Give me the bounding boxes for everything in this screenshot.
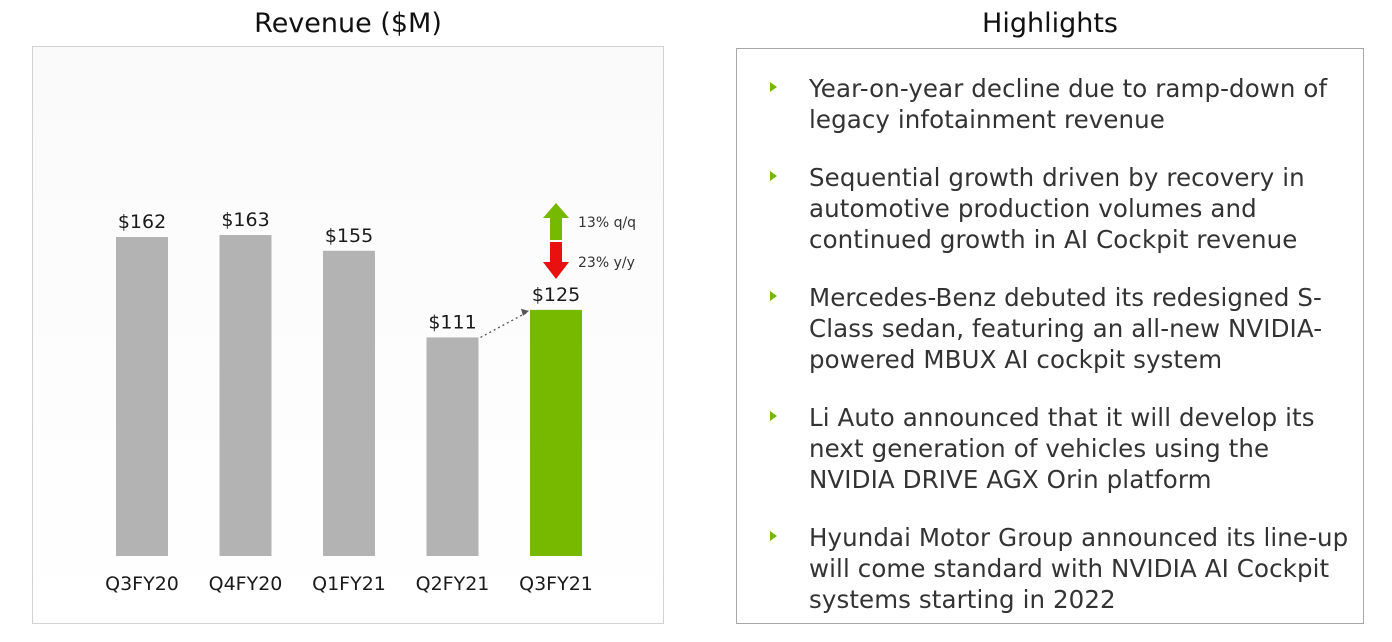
bar-q3fy21: [530, 309, 582, 556]
revenue-bar-chart: $162 Q3FY20 $163 Q4FY20 $155 Q1FY21 $111 Q2FY21…: [105, 203, 636, 595]
bar-q1fy21: [323, 250, 375, 557]
highlight-item: Hyundai Motor Group announced its line-u…: [737, 522, 1363, 615]
up-arrow-icon: [543, 203, 569, 240]
highlights-panel: Year-on-year decline due to ramp-down of…: [736, 48, 1364, 624]
category-label: Q3FY21: [519, 573, 593, 595]
revenue-chart-panel: $162 Q3FY20 $163 Q4FY20 $155 Q1FY21 $111 Q2FY21…: [32, 46, 664, 624]
bullet-arrow-icon: [770, 531, 777, 541]
bar-value-label: $125: [532, 284, 580, 306]
highlight-item: Li Auto announced that it will develop i…: [737, 402, 1363, 495]
category-label: Q1FY21: [312, 573, 386, 595]
bar-q3fy20: [116, 237, 168, 556]
qoq-growth-label: 13% q/q: [578, 215, 636, 231]
bullet-arrow-icon: [770, 291, 777, 301]
connector-arrowhead-icon: [521, 308, 529, 316]
bar-q2fy21: [426, 337, 479, 556]
bullet-arrow-icon: [770, 411, 777, 421]
highlight-item: Sequential growth driven by recovery in …: [737, 162, 1363, 255]
down-arrow-icon: [543, 242, 569, 279]
highlights-title: Highlights: [982, 8, 1118, 39]
highlight-item: Year-on-year decline due to ramp-down of…: [737, 73, 1363, 135]
highlight-text: Sequential growth driven by recovery in …: [809, 163, 1305, 254]
bar-value-label: $163: [221, 209, 269, 231]
bullet-arrow-icon: [770, 82, 777, 92]
category-label: Q4FY20: [209, 573, 283, 595]
highlight-text: Mercedes-Benz debuted its redesigned S-C…: [809, 283, 1323, 374]
bar-value-label: $111: [428, 311, 476, 333]
highlights-list: Year-on-year decline due to ramp-down of…: [737, 73, 1363, 642]
bar-q4fy20: [219, 235, 272, 556]
bullet-arrow-icon: [770, 171, 777, 181]
chart-title: Revenue ($M): [254, 8, 442, 39]
highlight-text: Li Auto announced that it will develop i…: [809, 403, 1315, 494]
category-label: Q3FY20: [105, 573, 179, 595]
category-label: Q2FY21: [416, 573, 490, 595]
bar-value-label: $162: [118, 211, 166, 233]
highlight-item: Mercedes-Benz debuted its redesigned S-C…: [737, 282, 1363, 375]
highlight-text: Year-on-year decline due to ramp-down of…: [809, 74, 1328, 134]
yoy-decline-label: 23% y/y: [578, 255, 635, 271]
dotted-connector: [480, 311, 529, 338]
bar-value-label: $155: [325, 225, 373, 247]
highlight-text: Hyundai Motor Group announced its line-u…: [809, 523, 1349, 614]
